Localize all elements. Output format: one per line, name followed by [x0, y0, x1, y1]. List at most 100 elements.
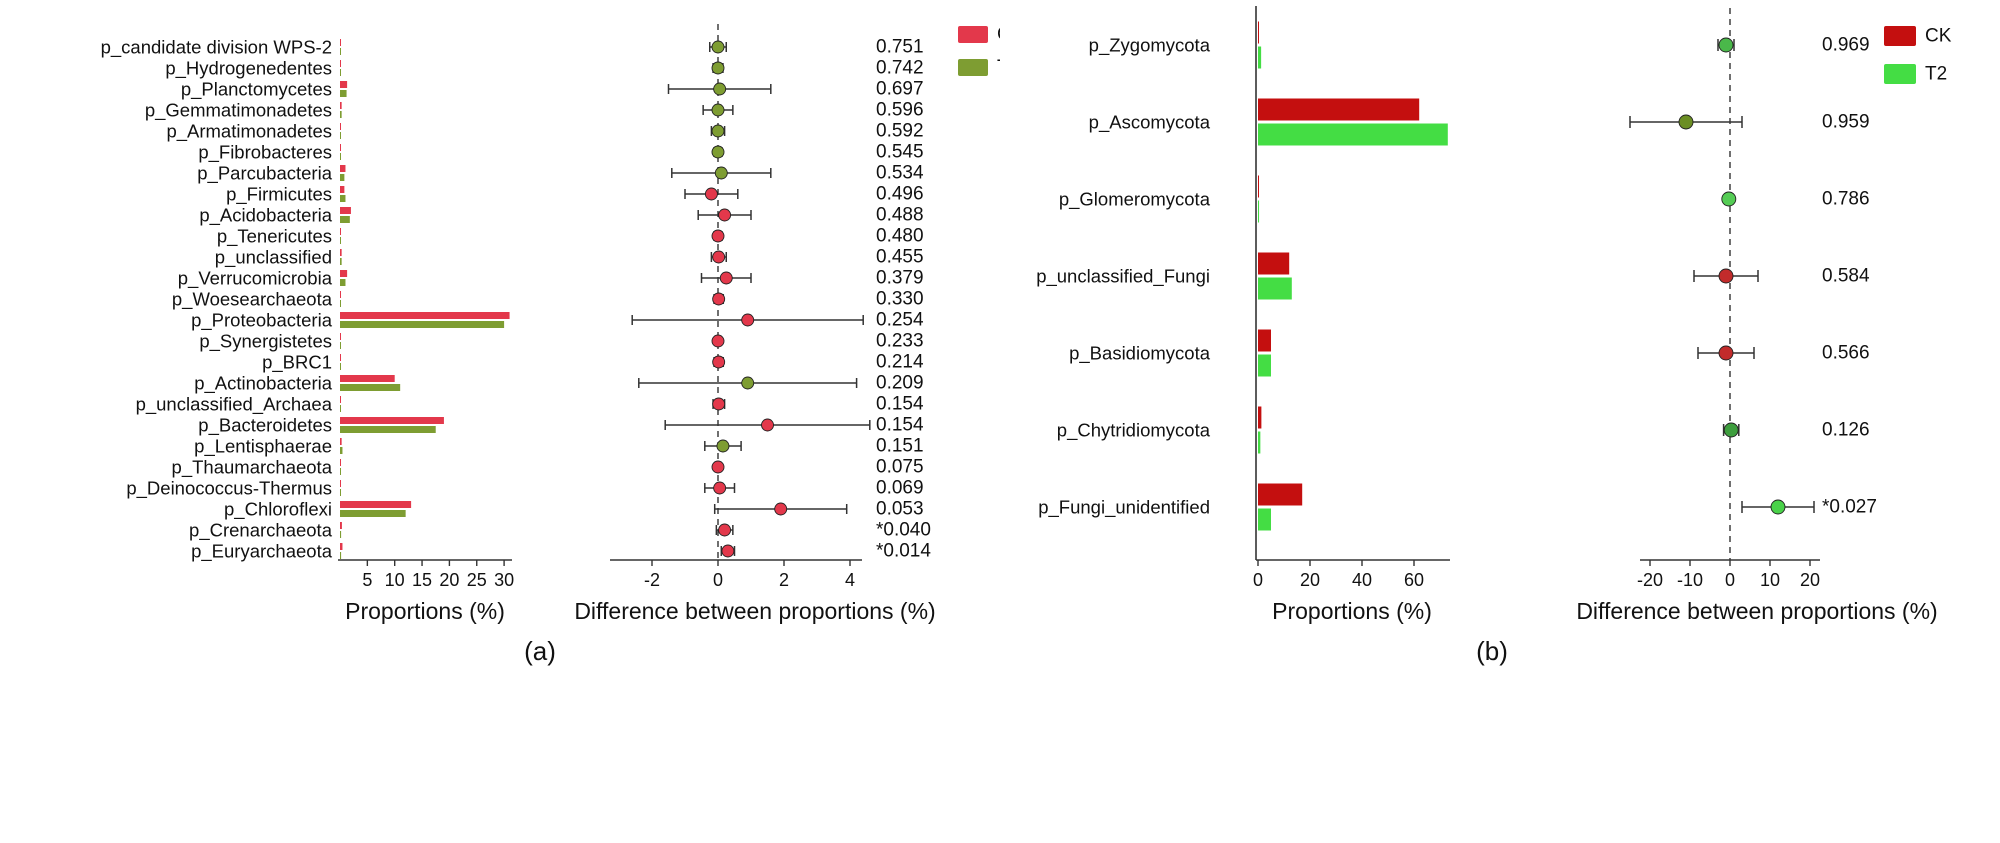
bar-t2 — [1258, 431, 1261, 454]
difference-tick-label: 2 — [779, 570, 789, 590]
bar-ck — [1258, 175, 1259, 198]
proportions-tick-label: 0 — [1253, 570, 1263, 590]
panel-a-chart: p_candidate division WPS-2 0.751 p_Hydroge… — [101, 24, 1000, 590]
difference-dot — [716, 439, 730, 453]
bar-ck — [340, 522, 342, 529]
panel-a-caption: (a) — [524, 636, 556, 666]
bar-ck — [340, 207, 351, 214]
p-value: 0.488 — [876, 205, 924, 226]
category-label: p_Synergistetes — [199, 331, 332, 353]
legend-swatch-t2 — [958, 59, 988, 76]
p-value: 0.969 — [1822, 35, 1870, 56]
difference-dot — [711, 61, 725, 75]
bar-ck — [340, 186, 345, 193]
bar-t2 — [340, 468, 341, 475]
category-label: p_Euryarchaeota — [191, 541, 333, 563]
p-value: 0.379 — [876, 268, 924, 289]
difference-dot — [712, 397, 726, 411]
difference-dot — [712, 292, 726, 306]
panel-b-chart: p_Zygomycota 0.969 p_Ascomycota 0.959 p_Glom… — [1036, 6, 1952, 590]
category-label: p_Deinococcus-Thermus — [126, 478, 332, 500]
p-value: 0.742 — [876, 58, 924, 79]
bar-t2 — [340, 90, 347, 97]
category-label: p_Armatimonadetes — [166, 121, 332, 143]
difference-dot — [1723, 422, 1739, 438]
p-value: 0.534 — [876, 163, 924, 184]
bar-t2 — [340, 384, 401, 391]
p-value: 0.959 — [1822, 112, 1870, 133]
category-label: p_Woesearchaeota — [172, 289, 333, 311]
bar-t2 — [340, 531, 342, 538]
bar-ck — [1258, 252, 1290, 275]
category-label: p_Lentisphaerae — [194, 436, 332, 458]
category-label: p_Planctomycetes — [181, 79, 332, 101]
difference-dot — [711, 460, 725, 474]
p-value: 0.254 — [876, 310, 924, 331]
bar-ck — [340, 270, 348, 277]
bar-ck — [1258, 329, 1271, 352]
bar-t2 — [340, 153, 341, 160]
bar-ck — [340, 459, 341, 466]
category-label: p_candidate division WPS-2 — [101, 37, 332, 59]
difference-dot — [713, 481, 727, 495]
p-value: *0.040 — [876, 520, 931, 541]
bar-t2 — [340, 111, 342, 118]
bar-t2 — [1258, 277, 1292, 300]
p-value: 0.069 — [876, 478, 924, 499]
p-value: 0.233 — [876, 331, 924, 352]
bar-t2 — [340, 510, 406, 517]
difference-dot — [711, 40, 725, 54]
difference-dot — [711, 334, 725, 348]
bar-t2 — [340, 195, 346, 202]
bar-t2 — [340, 405, 341, 412]
legend-swatch-t2 — [1884, 64, 1916, 84]
category-label: p_Thaumarchaeota — [172, 457, 333, 479]
category-label: p_Actinobacteria — [194, 373, 333, 395]
panel-b-caption: (b) — [1476, 636, 1508, 666]
bar-t2 — [340, 447, 343, 454]
difference-dot — [711, 229, 725, 243]
difference-tick-label: -10 — [1677, 570, 1703, 590]
category-label: p_Ascomycota — [1089, 112, 1211, 134]
bar-ck — [340, 291, 341, 298]
panel-a-proportions-axis-label: Proportions (%) — [345, 598, 505, 624]
bar-ck — [340, 165, 346, 172]
category-label: p_Verrucomicrobia — [178, 268, 333, 290]
bar-t2 — [1258, 46, 1262, 69]
p-value: 0.154 — [876, 394, 924, 415]
bar-ck — [340, 312, 510, 319]
category-label: p_Parcubacteria — [197, 163, 332, 185]
p-value: 0.154 — [876, 415, 924, 436]
bar-ck — [340, 144, 341, 151]
category-label: p_Hydrogenedentes — [165, 58, 332, 80]
p-value: *0.027 — [1822, 497, 1877, 518]
difference-dot — [711, 124, 725, 138]
p-value: 0.496 — [876, 184, 924, 205]
category-label: p_Bacteroidetes — [198, 415, 332, 437]
difference-dot — [718, 208, 732, 222]
category-label: p_unclassified_Fungi — [1036, 266, 1210, 288]
bar-ck — [340, 354, 341, 361]
category-label: p_Acidobacteria — [199, 205, 332, 227]
bar-ck — [340, 81, 348, 88]
bar-ck — [340, 39, 341, 46]
difference-dot — [1678, 114, 1694, 130]
bar-t2 — [340, 426, 436, 433]
bar-ck — [1258, 98, 1420, 121]
p-value: 0.480 — [876, 226, 924, 247]
proportions-tick-label: 25 — [467, 570, 487, 590]
bar-ck — [340, 60, 341, 67]
bar-t2 — [340, 258, 342, 265]
difference-dot — [719, 271, 733, 285]
bar-t2 — [340, 300, 341, 307]
p-value: 0.596 — [876, 100, 924, 121]
legend-label-ck: CK — [997, 24, 1000, 45]
category-label: p_Zygomycota — [1089, 35, 1211, 57]
proportions-tick-label: 20 — [439, 570, 459, 590]
p-value: 0.455 — [876, 247, 924, 268]
p-value: 0.566 — [1822, 343, 1870, 364]
bar-t2 — [340, 48, 341, 55]
p-value: 0.075 — [876, 457, 924, 478]
bar-ck — [340, 396, 341, 403]
